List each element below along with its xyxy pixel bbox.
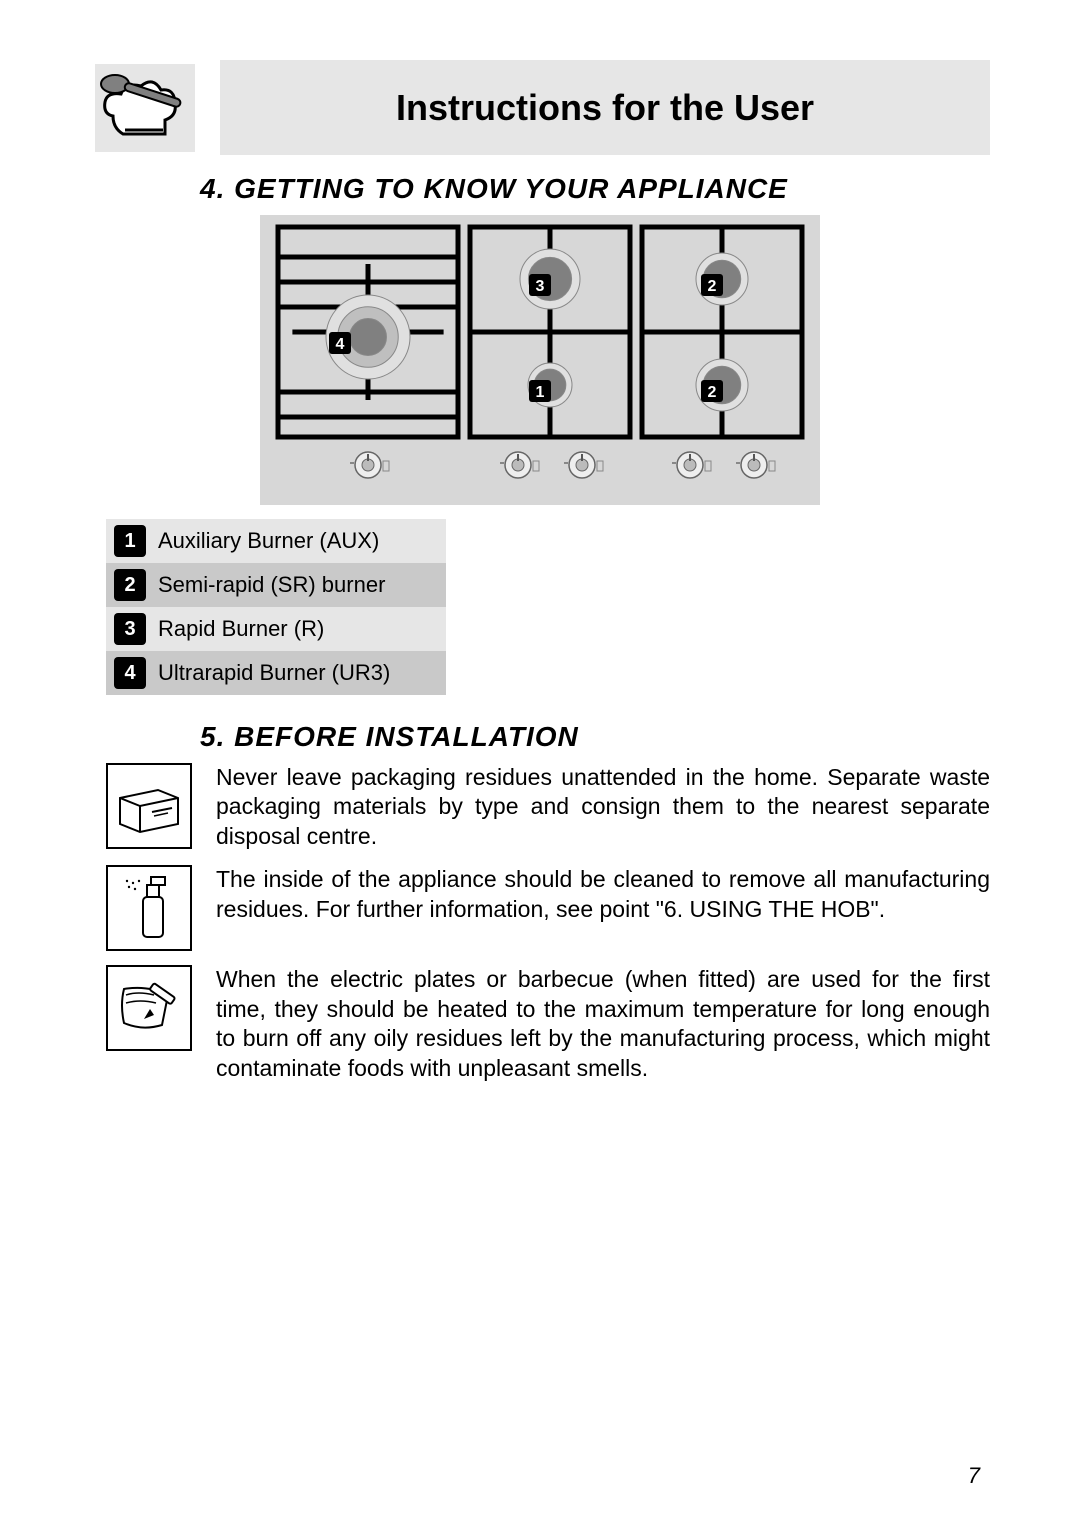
instruction-row: The inside of the appliance should be cl… (106, 865, 990, 951)
page-number: 7 (968, 1463, 980, 1489)
instruction-text: The inside of the appliance should be cl… (216, 865, 990, 951)
section5-heading: 5. BEFORE INSTALLATION (200, 721, 990, 753)
page-title: Instructions for the User (396, 87, 814, 129)
legend-text: Ultrarapid Burner (UR3) (158, 660, 390, 685)
before-installation-list: Never leave packaging residues unattende… (106, 763, 990, 1083)
chef-hat-spoon-icon (90, 60, 200, 155)
instruction-row: Never leave packaging residues unattende… (106, 763, 990, 851)
burner-legend: 1 Auxiliary Burner (AUX) 2 Semi-rapid (SR) … (106, 519, 446, 695)
spray-bottle-icon (106, 865, 192, 951)
manual-page: Instructions for the User 4. GETTING TO … (0, 0, 1080, 1529)
legend-row: 1 Auxiliary Burner (AUX) (106, 519, 446, 563)
legend-badge: 2 (114, 569, 146, 601)
legend-badge: 1 (114, 525, 146, 557)
note-pencil-icon (106, 965, 192, 1051)
hob-layout-svg: 4 3 1 2 2 (260, 215, 820, 505)
legend-text: Semi-rapid (SR) burner (158, 572, 385, 597)
section4-heading: 4. GETTING TO KNOW YOUR APPLIANCE (200, 173, 990, 205)
svg-text:2: 2 (708, 278, 717, 295)
instruction-row: When the electric plates or barbecue (wh… (106, 965, 990, 1083)
svg-text:4: 4 (336, 336, 345, 353)
hob-diagram: 4 3 1 2 2 (90, 215, 990, 505)
instruction-text: When the electric plates or barbecue (wh… (216, 965, 990, 1083)
legend-badge: 3 (114, 613, 146, 645)
packaging-box-icon (106, 763, 192, 849)
legend-badge: 4 (114, 657, 146, 689)
svg-text:2: 2 (708, 384, 717, 401)
legend-row: 4 Ultrarapid Burner (UR3) (106, 651, 446, 695)
legend-text: Rapid Burner (R) (158, 616, 324, 641)
instruction-text: Never leave packaging residues unattende… (216, 763, 990, 851)
svg-text:1: 1 (536, 384, 545, 401)
page-header: Instructions for the User (90, 60, 990, 155)
legend-row: 3 Rapid Burner (R) (106, 607, 446, 651)
legend-row: 2 Semi-rapid (SR) burner (106, 563, 446, 607)
legend-text: Auxiliary Burner (AUX) (158, 528, 379, 553)
title-bar: Instructions for the User (220, 60, 990, 155)
svg-text:3: 3 (536, 278, 545, 295)
